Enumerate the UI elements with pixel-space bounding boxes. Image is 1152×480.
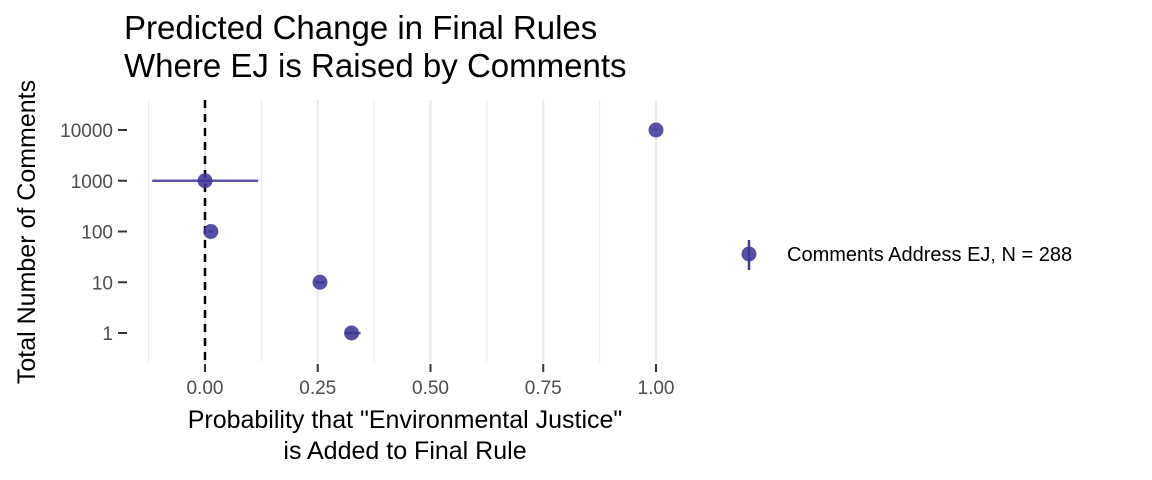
x-axis: 0.00 0.25 0.50 0.75 1.00 <box>187 364 675 399</box>
data-point-10 <box>313 275 328 290</box>
x-tick-label-2: 0.50 <box>412 378 449 399</box>
legend-key-point <box>742 247 757 262</box>
data-point-100 <box>203 224 218 239</box>
x-tick-label-4: 1.00 <box>638 378 675 399</box>
x-tick-label-3: 0.75 <box>525 378 562 399</box>
data-point-10000 <box>649 123 664 138</box>
y-tick-label-3: 1000 <box>71 172 113 193</box>
legend: Comments Address EJ, N = 288 <box>742 240 1073 270</box>
grid <box>149 100 656 362</box>
y-tick-label-2: 100 <box>81 223 113 244</box>
x-axis-title-line-1: Probability that "Environmental Justice" <box>188 406 623 434</box>
y-tick-label-1: 10 <box>92 273 113 294</box>
x-tick-label-0: 0.00 <box>187 378 224 399</box>
y-tick-label-4: 10000 <box>60 121 113 142</box>
chart-title: Predicted Change in Final Rules Where EJ… <box>124 9 627 84</box>
legend-label: Comments Address EJ, N = 288 <box>787 244 1072 266</box>
x-tick-label-1: 0.25 <box>299 378 336 399</box>
y-tick-label-0: 1 <box>102 324 113 345</box>
y-axis: 1 10 100 1000 10000 <box>60 121 127 345</box>
x-axis-title-line-2: is Added to Final Rule <box>283 437 526 465</box>
data-points <box>152 123 663 341</box>
data-point-1000 <box>198 173 213 188</box>
chart-title-line-2: Where EJ is Raised by Comments <box>124 47 627 84</box>
y-axis-title: Total Number of Comments <box>13 80 41 384</box>
data-point-1 <box>344 326 359 341</box>
chart-title-line-1: Predicted Change in Final Rules <box>124 9 597 46</box>
